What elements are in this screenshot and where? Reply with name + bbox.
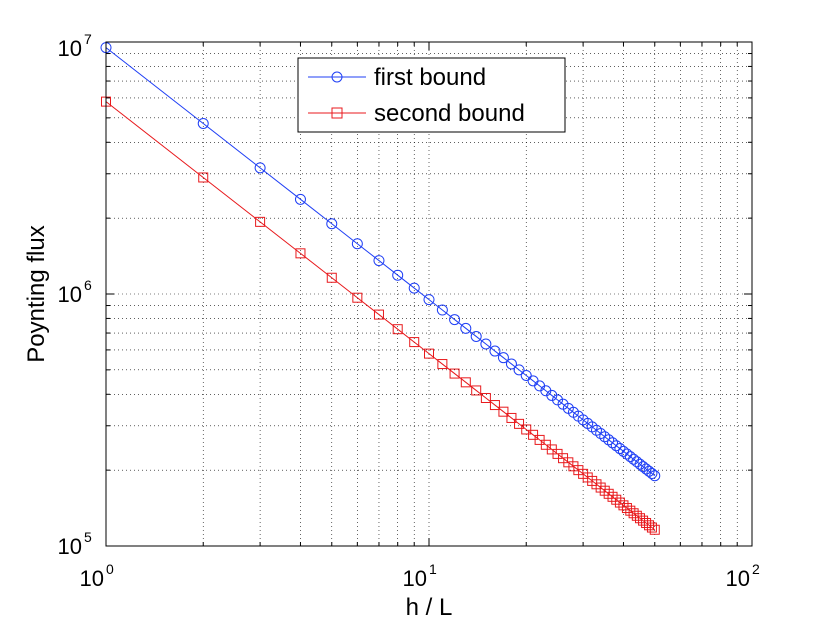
series-1 [100, 42, 661, 482]
data-point [352, 292, 363, 303]
legend: first bound second bound [297, 57, 566, 133]
data-point [295, 248, 306, 259]
y-tick-label-0: 10 [58, 534, 82, 559]
data-point [373, 255, 385, 267]
legend-box [297, 57, 566, 133]
data-point [449, 368, 460, 379]
data-point [392, 269, 404, 281]
data-point [625, 505, 636, 516]
data-point [480, 338, 492, 350]
data-point [621, 503, 632, 514]
data-point [599, 431, 611, 443]
x-axis-label: h / L [406, 594, 453, 621]
data-point [326, 218, 338, 230]
data-point [595, 428, 607, 440]
data-point [563, 457, 574, 468]
data-point [513, 364, 525, 376]
data-point [489, 400, 500, 411]
series-line [105, 101, 656, 531]
data-point [497, 352, 509, 364]
x-tick-label-1: 10 [403, 566, 427, 591]
x-tick-exp-2: 2 [752, 561, 760, 577]
data-point [614, 443, 626, 455]
data-point [460, 322, 472, 334]
data-point [506, 412, 517, 423]
data-point [614, 497, 625, 508]
data-point [436, 304, 448, 316]
data-point [610, 440, 622, 452]
y-tick-exp-0: 5 [84, 529, 92, 545]
data-point [480, 392, 491, 403]
data-point [528, 429, 539, 440]
data-point [646, 522, 657, 533]
data-point [423, 294, 435, 306]
data-point [617, 445, 629, 457]
data-point [607, 491, 618, 502]
data-point [255, 216, 266, 227]
series-layer [100, 42, 661, 535]
data-point [649, 524, 660, 535]
data-point [514, 418, 525, 429]
data-point [552, 394, 564, 406]
data-point [603, 434, 615, 446]
data-point [326, 272, 337, 283]
legend-label-first: first bound [374, 64, 486, 91]
data-point [649, 470, 661, 482]
y-tick-exp-1: 6 [84, 277, 92, 293]
y-tick-label-2: 10 [58, 36, 82, 61]
data-point [599, 485, 610, 496]
y-axis-label: Poynting flux [23, 225, 50, 362]
axis-ticks [105, 42, 752, 547]
data-point [646, 468, 658, 480]
x-tick-label-0: 10 [80, 566, 104, 591]
data-point [294, 193, 306, 205]
data-point [521, 424, 532, 435]
x-tick-exp-0: 0 [106, 561, 114, 577]
data-point [611, 494, 622, 505]
data-point [470, 330, 482, 342]
series-2 [101, 96, 660, 535]
data-point [351, 238, 363, 250]
data-point [520, 369, 532, 381]
data-point [254, 162, 266, 174]
data-point [437, 359, 448, 370]
data-point [392, 324, 403, 335]
data-point [505, 358, 517, 370]
data-point [408, 282, 420, 294]
data-point [449, 314, 461, 326]
data-point [489, 345, 501, 357]
data-point [460, 377, 471, 388]
data-point [471, 385, 482, 396]
x-tick-exp-1: 1 [429, 561, 437, 577]
y-tick-label-1: 10 [58, 282, 82, 307]
data-point [607, 437, 619, 449]
x-tick-label-2: 10 [726, 566, 750, 591]
legend-label-second: second bound [374, 100, 525, 127]
data-point [197, 117, 209, 129]
data-point [603, 488, 614, 499]
data-point [373, 309, 384, 320]
legend-marker-first [331, 71, 343, 83]
data-point [498, 406, 509, 417]
data-point [618, 500, 629, 511]
y-tick-exp-2: 7 [84, 31, 92, 47]
data-point [409, 337, 420, 348]
data-point [198, 172, 209, 183]
legend-marker-second [331, 107, 343, 119]
data-point [424, 348, 434, 359]
